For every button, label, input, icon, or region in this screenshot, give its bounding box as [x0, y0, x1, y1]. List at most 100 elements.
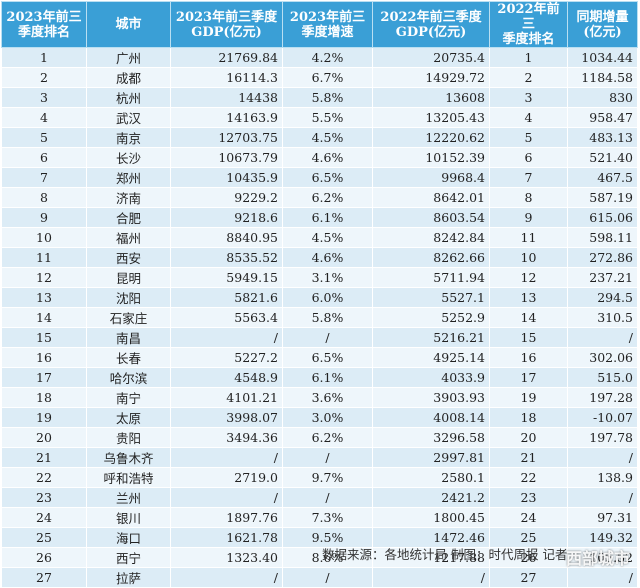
cell-rank-2023: 25: [1, 527, 87, 548]
cell-rank-2022: 22: [489, 467, 568, 488]
table-header: 2023年前三 季度排名 城市 2023年前三季度 GDP(亿元) 2023年前…: [1, 1, 638, 48]
cell-rank-2023: 4: [1, 107, 87, 128]
cell-gdp-2022: 2997.81: [372, 447, 490, 468]
cell-rank-2023: 2: [1, 67, 87, 88]
cell-increment: 197.78: [567, 427, 638, 448]
cell-rank-2023: 18: [1, 387, 87, 408]
cell-city: 南昌: [86, 327, 171, 348]
cell-increment: 615.06: [567, 207, 638, 228]
table-row: 17 哈尔滨 4548.9 6.1% 4033.9 17 515.0: [1, 367, 638, 388]
cell-city: 贵阳: [86, 427, 171, 448]
cell-rank-2022: 1: [489, 47, 568, 68]
cell-increment: 149.32: [567, 527, 638, 548]
cell-gdp-2023: 5563.4: [170, 307, 283, 328]
cell-growth-2023: 4.2%: [282, 47, 373, 68]
cell-rank-2023: 8: [1, 187, 87, 208]
cell-gdp-2023: 1897.76: [170, 507, 283, 528]
cell-rank-2022: 2: [489, 67, 568, 88]
cell-increment: 97.31: [567, 507, 638, 528]
cell-gdp-2023: 5949.15: [170, 267, 283, 288]
cell-increment: 138.9: [567, 467, 638, 488]
cell-rank-2022: 10: [489, 247, 568, 268]
cell-gdp-2023: 21769.84: [170, 47, 283, 68]
cell-increment: 467.5: [567, 167, 638, 188]
cell-rank-2022: 12: [489, 267, 568, 288]
cell-rank-2022: 18: [489, 407, 568, 428]
cell-rank-2023: 13: [1, 287, 87, 308]
cell-growth-2023: 4.5%: [282, 127, 373, 148]
cell-growth-2023: 4.6%: [282, 247, 373, 268]
cell-increment: 197.28: [567, 387, 638, 408]
cell-gdp-2023: 3494.36: [170, 427, 283, 448]
cell-increment: 521.40: [567, 147, 638, 168]
cell-city: 武汉: [86, 107, 171, 128]
cell-growth-2023: 9.7%: [282, 467, 373, 488]
table-row: 15 南昌 //5216.21 15/: [1, 327, 638, 348]
cell-rank-2023: 26: [1, 547, 87, 568]
cell-city: 石家庄: [86, 307, 171, 328]
cell-increment: -10.07: [567, 407, 638, 428]
cell-growth-2023: 6.0%: [282, 287, 373, 308]
cell-gdp-2022: 4925.14: [372, 347, 490, 368]
cell-increment: 598.11: [567, 227, 638, 248]
cell-rank-2022: 14: [489, 307, 568, 328]
cell-gdp-2023: 14438: [170, 87, 283, 108]
cell-gdp-2023: 16114.3: [170, 67, 283, 88]
cell-city: 西安: [86, 247, 171, 268]
cell-gdp-2023: 2719.0: [170, 467, 283, 488]
cell-gdp-2022: 1800.45: [372, 507, 490, 528]
cell-gdp-2023: 1621.78: [170, 527, 283, 548]
cell-rank-2022: 13: [489, 287, 568, 308]
col-header-rank-2022: 2022年前三 季度排名: [489, 1, 568, 48]
cell-gdp-2023: 10435.9: [170, 167, 283, 188]
cell-rank-2023: 10: [1, 227, 87, 248]
table-row: 18 南宁 4101.21 3.6% 3903.93 19 197.28: [1, 387, 638, 408]
cell-increment: /: [567, 447, 638, 468]
cell-rank-2022: 16: [489, 347, 568, 368]
cell-growth-2023: 5.8%: [282, 307, 373, 328]
cell-city: 杭州: [86, 87, 171, 108]
cell-gdp-2023: 3998.07: [170, 407, 283, 428]
cell-gdp-2022: 5527.1: [372, 287, 490, 308]
table-row: 11 西安 8535.52 4.6% 8262.66 10 272.86: [1, 247, 638, 268]
cell-city: 长春: [86, 347, 171, 368]
cell-rank-2022: 5: [489, 127, 568, 148]
cell-gdp-2022: 2580.1: [372, 467, 490, 488]
col-header-growth-2023: 2023年前三 季度增速: [282, 1, 373, 48]
cell-rank-2022: 3: [489, 87, 568, 108]
cell-increment: 1034.44: [567, 47, 638, 68]
cell-gdp-2023: 9218.6: [170, 207, 283, 228]
cell-gdp-2023: 8535.52: [170, 247, 283, 268]
cell-increment: 958.47: [567, 107, 638, 128]
cell-gdp-2023: 10673.79: [170, 147, 283, 168]
cell-increment: 310.5: [567, 307, 638, 328]
cell-gdp-2023: 1323.40: [170, 547, 283, 568]
cell-increment: 587.19: [567, 187, 638, 208]
cell-gdp-2022: 14929.72: [372, 67, 490, 88]
cell-rank-2023: 22: [1, 467, 87, 488]
cell-city: 乌鲁木齐: [86, 447, 171, 468]
table-row: 19 太原 3998.07 3.0% 4008.14 18 -10.07: [1, 407, 638, 428]
table-row: 14 石家庄 5563.4 5.8% 5252.9 14 310.5: [1, 307, 638, 328]
cell-rank-2022: 15: [489, 327, 568, 348]
cell-gdp-2023: 5227.2: [170, 347, 283, 368]
watermark: 西部城市: [565, 549, 630, 568]
cell-gdp-2022: 4008.14: [372, 407, 490, 428]
table-row: 16 长春 5227.2 6.5% 4925.14 16 302.06: [1, 347, 638, 368]
cell-rank-2022: 9: [489, 207, 568, 228]
table-row: 3 杭州 14438 5.8% 13608 3 830: [1, 87, 638, 108]
cell-city: 济南: [86, 187, 171, 208]
table-row: 13 沈阳 5821.6 6.0% 5527.1 13 294.5: [1, 287, 638, 308]
cell-rank-2022: 6: [489, 147, 568, 168]
cell-gdp-2022: 5711.94: [372, 267, 490, 288]
cell-city: 郑州: [86, 167, 171, 188]
cell-gdp-2022: 5252.9: [372, 307, 490, 328]
cell-rank-2023: 20: [1, 427, 87, 448]
header-row: 2023年前三 季度排名 城市 2023年前三季度 GDP(亿元) 2023年前…: [1, 1, 638, 48]
cell-gdp-2022: 20735.4: [372, 47, 490, 68]
table-row: 6 长沙 10673.79 4.6% 10152.39 6 521.40: [1, 147, 638, 168]
table-row: 22 呼和浩特 2719.0 9.7% 2580.1 22 138.9: [1, 467, 638, 488]
table-row: 8 济南 9229.2 6.2% 8642.01 8 587.19: [1, 187, 638, 208]
cell-city: 沈阳: [86, 287, 171, 308]
